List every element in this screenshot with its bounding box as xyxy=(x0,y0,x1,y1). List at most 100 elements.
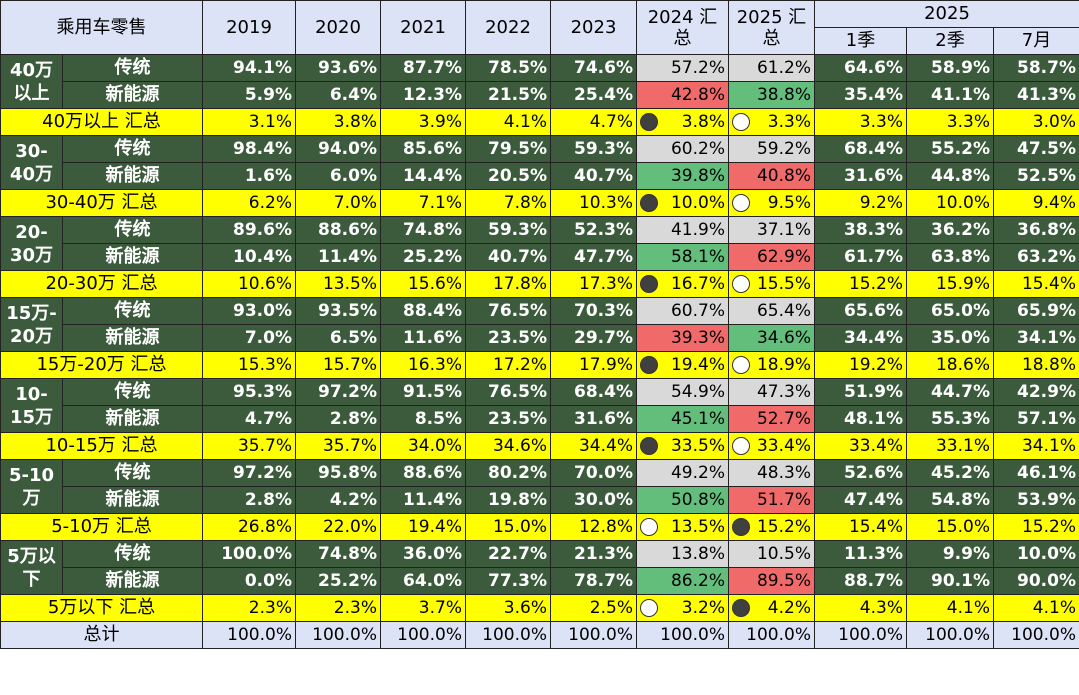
summary-period-cell: 4.1% xyxy=(906,594,994,622)
share-cell: 11.4% xyxy=(380,486,466,514)
summary-period-cell: 19.2% xyxy=(814,351,907,379)
filled-circle-icon xyxy=(640,356,658,374)
summary-period-cell: 33.1% xyxy=(906,432,994,460)
powertrain-label: 新能源 xyxy=(62,405,203,433)
sales-share-table: 乘用车零售 2019 2020 2021 2022 2023 2024 汇 总 … xyxy=(0,0,1079,649)
share-2025-period-cell: 35.4% xyxy=(814,81,907,109)
share-2025-period-cell: 34.4% xyxy=(814,324,907,352)
total-period-cell: 100.0% xyxy=(993,621,1079,649)
share-cell: 6.4% xyxy=(295,81,381,109)
powertrain-label: 传统 xyxy=(62,540,203,568)
share-cell: 2.8% xyxy=(202,486,296,514)
summary-label: 5-10万 汇总 xyxy=(0,513,203,541)
share-2025-period-cell: 46.1% xyxy=(993,459,1079,487)
header-2025-group: 2025 xyxy=(814,0,1079,28)
summary-period-cell: 9.4% xyxy=(993,189,1079,217)
filled-circle-icon xyxy=(732,518,750,536)
summary-cell: 3.9% xyxy=(380,108,466,136)
share-2025-period-cell: 44.8% xyxy=(906,162,994,190)
share-cell: 88.4% xyxy=(380,297,466,325)
share-cell: 11.4% xyxy=(295,243,381,271)
summary-2025-total-cell: 15.5% xyxy=(728,270,815,298)
price-band-label: 5万以下 xyxy=(0,540,63,595)
summary-2025-total-cell: 4.2% xyxy=(728,594,815,622)
share-2025-period-cell: 54.8% xyxy=(906,486,994,514)
header-q1: 1季 xyxy=(814,27,907,55)
total-cell: 100.0% xyxy=(380,621,466,649)
share-2025-period-cell: 68.4% xyxy=(814,135,907,163)
powertrain-label: 新能源 xyxy=(62,324,203,352)
filled-circle-icon xyxy=(640,437,658,455)
share-2025-period-cell: 65.6% xyxy=(814,297,907,325)
summary-period-cell: 10.0% xyxy=(906,189,994,217)
share-cell: 23.5% xyxy=(465,324,551,352)
share-cell: 97.2% xyxy=(295,378,381,406)
price-band-label-top: 5万以 xyxy=(7,545,56,567)
share-2025-total-cell: 89.5% xyxy=(728,567,815,595)
share-2024-total-cell: 58.1% xyxy=(636,243,729,271)
filled-circle-icon xyxy=(640,275,658,293)
total-cell: 100.0% xyxy=(550,621,637,649)
summary-label: 5万以下 汇总 xyxy=(0,594,203,622)
table-header: 乘用车零售 2019 2020 2021 2022 2023 2024 汇 总 … xyxy=(0,0,1079,55)
summary-cell: 17.8% xyxy=(465,270,551,298)
summary-value: 15.2% xyxy=(756,517,811,537)
summary-value: 18.9% xyxy=(756,355,811,375)
summary-period-cell: 34.1% xyxy=(993,432,1079,460)
share-cell: 98.4% xyxy=(202,135,296,163)
summary-value: 3.2% xyxy=(681,598,725,618)
share-2025-period-cell: 44.7% xyxy=(906,378,994,406)
summary-period-cell: 15.9% xyxy=(906,270,994,298)
share-cell: 100.0% xyxy=(202,540,296,568)
share-cell: 94.1% xyxy=(202,54,296,82)
table-row: 20- 30万 传统 89.6% 88.6% 74.8% 59.3% 52.3% 41.9% 37… xyxy=(0,216,1079,271)
summary-value: 9.5% xyxy=(767,193,811,213)
share-2025-total-cell: 48.3% xyxy=(728,459,815,487)
header-2024-total-top: 2024 汇 xyxy=(647,6,718,28)
share-cell: 4.7% xyxy=(202,405,296,433)
share-2025-period-cell: 65.0% xyxy=(906,297,994,325)
share-cell: 89.6% xyxy=(202,216,296,244)
share-2025-period-cell: 51.9% xyxy=(814,378,907,406)
share-cell: 0.0% xyxy=(202,567,296,595)
summary-value: 3.3% xyxy=(767,112,811,132)
share-cell: 94.0% xyxy=(295,135,381,163)
table-row: 新能源 10.4% 11.4% 25.2% 40.7% 47.7% 58.1% 62.9% 61… xyxy=(1,243,1079,271)
summary-row: 5万以下 汇总 2.3% 2.3% 3.7% 3.6% 2.5% 3.2% 4.2% 4.3% 4… xyxy=(0,594,1079,622)
share-2025-period-cell: 35.0% xyxy=(906,324,994,352)
share-2025-total-cell: 59.2% xyxy=(728,135,815,163)
summary-cell: 17.9% xyxy=(550,351,637,379)
header-2025-total: 2025 汇 总 xyxy=(728,0,815,55)
summary-cell: 7.0% xyxy=(295,189,381,217)
share-2025-period-cell: 9.9% xyxy=(906,540,994,568)
price-band-label-bottom: 下 xyxy=(22,568,41,590)
total-period-cell: 100.0% xyxy=(906,621,994,649)
share-2024-total-cell: 86.2% xyxy=(636,567,729,595)
summary-cell: 4.7% xyxy=(550,108,637,136)
header-year: 2023 xyxy=(550,0,637,55)
share-2025-period-cell: 58.9% xyxy=(906,54,994,82)
share-cell: 79.5% xyxy=(465,135,551,163)
share-cell: 1.6% xyxy=(202,162,296,190)
share-2025-period-cell: 36.2% xyxy=(906,216,994,244)
share-cell: 29.7% xyxy=(550,324,637,352)
table-row: 新能源 7.0% 6.5% 11.6% 23.5% 29.7% 39.3% 34.6% 34.4… xyxy=(1,324,1079,352)
share-2025-period-cell: 63.2% xyxy=(993,243,1079,271)
share-cell: 88.6% xyxy=(380,459,466,487)
share-cell: 36.0% xyxy=(380,540,466,568)
powertrain-label: 新能源 xyxy=(62,567,203,595)
share-cell: 97.2% xyxy=(202,459,296,487)
summary-value: 33.5% xyxy=(670,436,725,456)
price-band-label-top: 15万- xyxy=(6,302,57,324)
table-row: 新能源 5.9% 6.4% 12.3% 21.5% 25.4% 42.8% 38.8% 35.4… xyxy=(1,81,1079,109)
share-2025-total-cell: 65.4% xyxy=(728,297,815,325)
share-2025-period-cell: 48.1% xyxy=(814,405,907,433)
summary-2024-total-cell: 3.2% xyxy=(636,594,729,622)
summary-cell: 7.1% xyxy=(380,189,466,217)
total-2025-cell: 100.0% xyxy=(728,621,815,649)
summary-2024-total-cell: 3.8% xyxy=(636,108,729,136)
share-2024-total-cell: 45.1% xyxy=(636,405,729,433)
share-cell: 80.2% xyxy=(465,459,551,487)
share-cell: 70.0% xyxy=(550,459,637,487)
share-2025-total-cell: 10.5% xyxy=(728,540,815,568)
